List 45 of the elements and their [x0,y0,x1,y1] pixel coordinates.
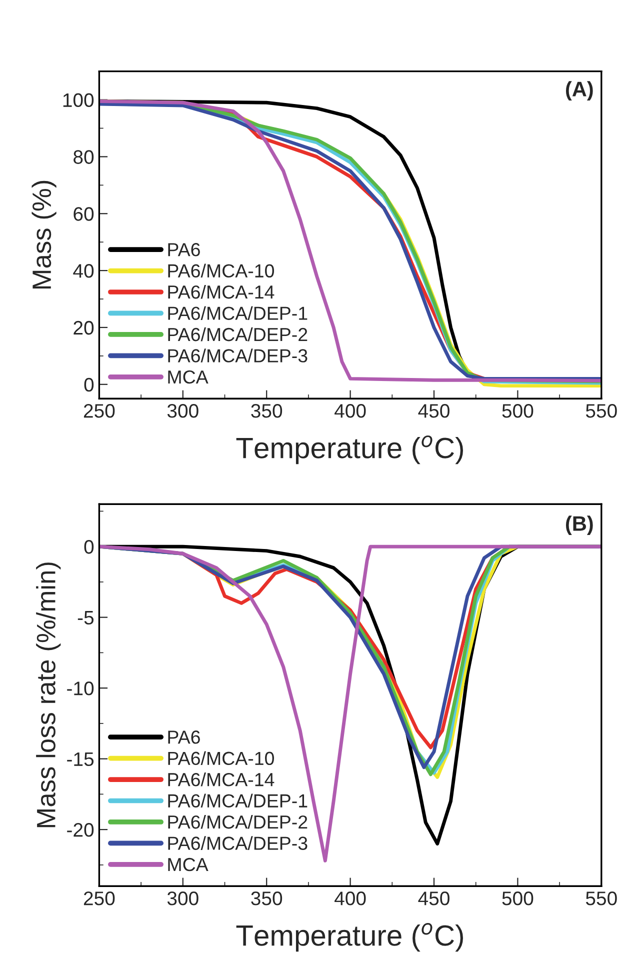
legend-label: PA6 [168,730,200,744]
x-axis-title: Temperature ($^{o}$C) [236,923,463,952]
x-tick-label: 450 [418,892,450,906]
legend-label: PA6/MCA-10 [168,264,274,278]
x-tick-label: 250 [84,892,115,906]
legend-label: PA6/MCA-14 [168,284,274,299]
legend-label: PA6/MCA/DEP-3 [168,348,308,362]
x-tick-label: 300 [167,892,198,906]
x-tick-label: 500 [502,404,534,418]
y-axis-title: Mass (%) [32,180,56,289]
legend-label: PA6/MCA/DEP-1 [168,306,308,320]
x-axis-title: Temperature ($^{o}$C) [236,435,463,464]
y-tick-label: 80 [74,150,94,164]
legend-label: PA6/MCA/DEP-3 [168,836,308,850]
legend-label: PA6/MCA/DEP-2 [168,327,308,342]
x-tick-label: 500 [502,892,534,906]
x-tick-label: 400 [334,892,366,906]
legend-label: MCA [168,858,208,872]
y-tick-label: -5 [78,610,94,625]
x-tick-label: 550 [586,892,617,906]
y-tick-label: -10 [67,682,94,696]
legend-label: PA6/MCA/DEP-1 [168,794,308,808]
x-tick-label: 350 [251,404,282,418]
x-tick-label: 300 [167,404,198,418]
x-tick-label: 350 [251,892,282,906]
x-tick-label: 550 [586,404,617,418]
x-tick-label: 450 [418,404,450,418]
legend-label: MCA [168,370,208,384]
x-tick-label: 400 [334,404,366,418]
annotation: (B) [566,516,593,536]
y-tick-label: 0 [84,378,94,392]
y-tick-label: 40 [73,264,94,278]
y-tick-label: -15 [67,752,94,766]
x-tick-label: 250 [84,404,115,418]
legend-label: PA6/MCA-14 [168,772,274,786]
y-tick-label: 60 [74,207,94,221]
annotation: (A) [566,81,593,101]
legend-label: PA6/MCA/DEP-2 [168,814,308,829]
y-tick-label: 0 [84,540,94,554]
y-tick-label: 20 [74,320,94,335]
y-tick-label: -20 [67,823,94,837]
y-axis-title: Mass loss rate (%/min) [36,562,61,828]
legend-label: PA6 [168,243,200,256]
legend-label: PA6/MCA-10 [168,751,274,766]
y-tick-label: 100 [63,93,94,108]
